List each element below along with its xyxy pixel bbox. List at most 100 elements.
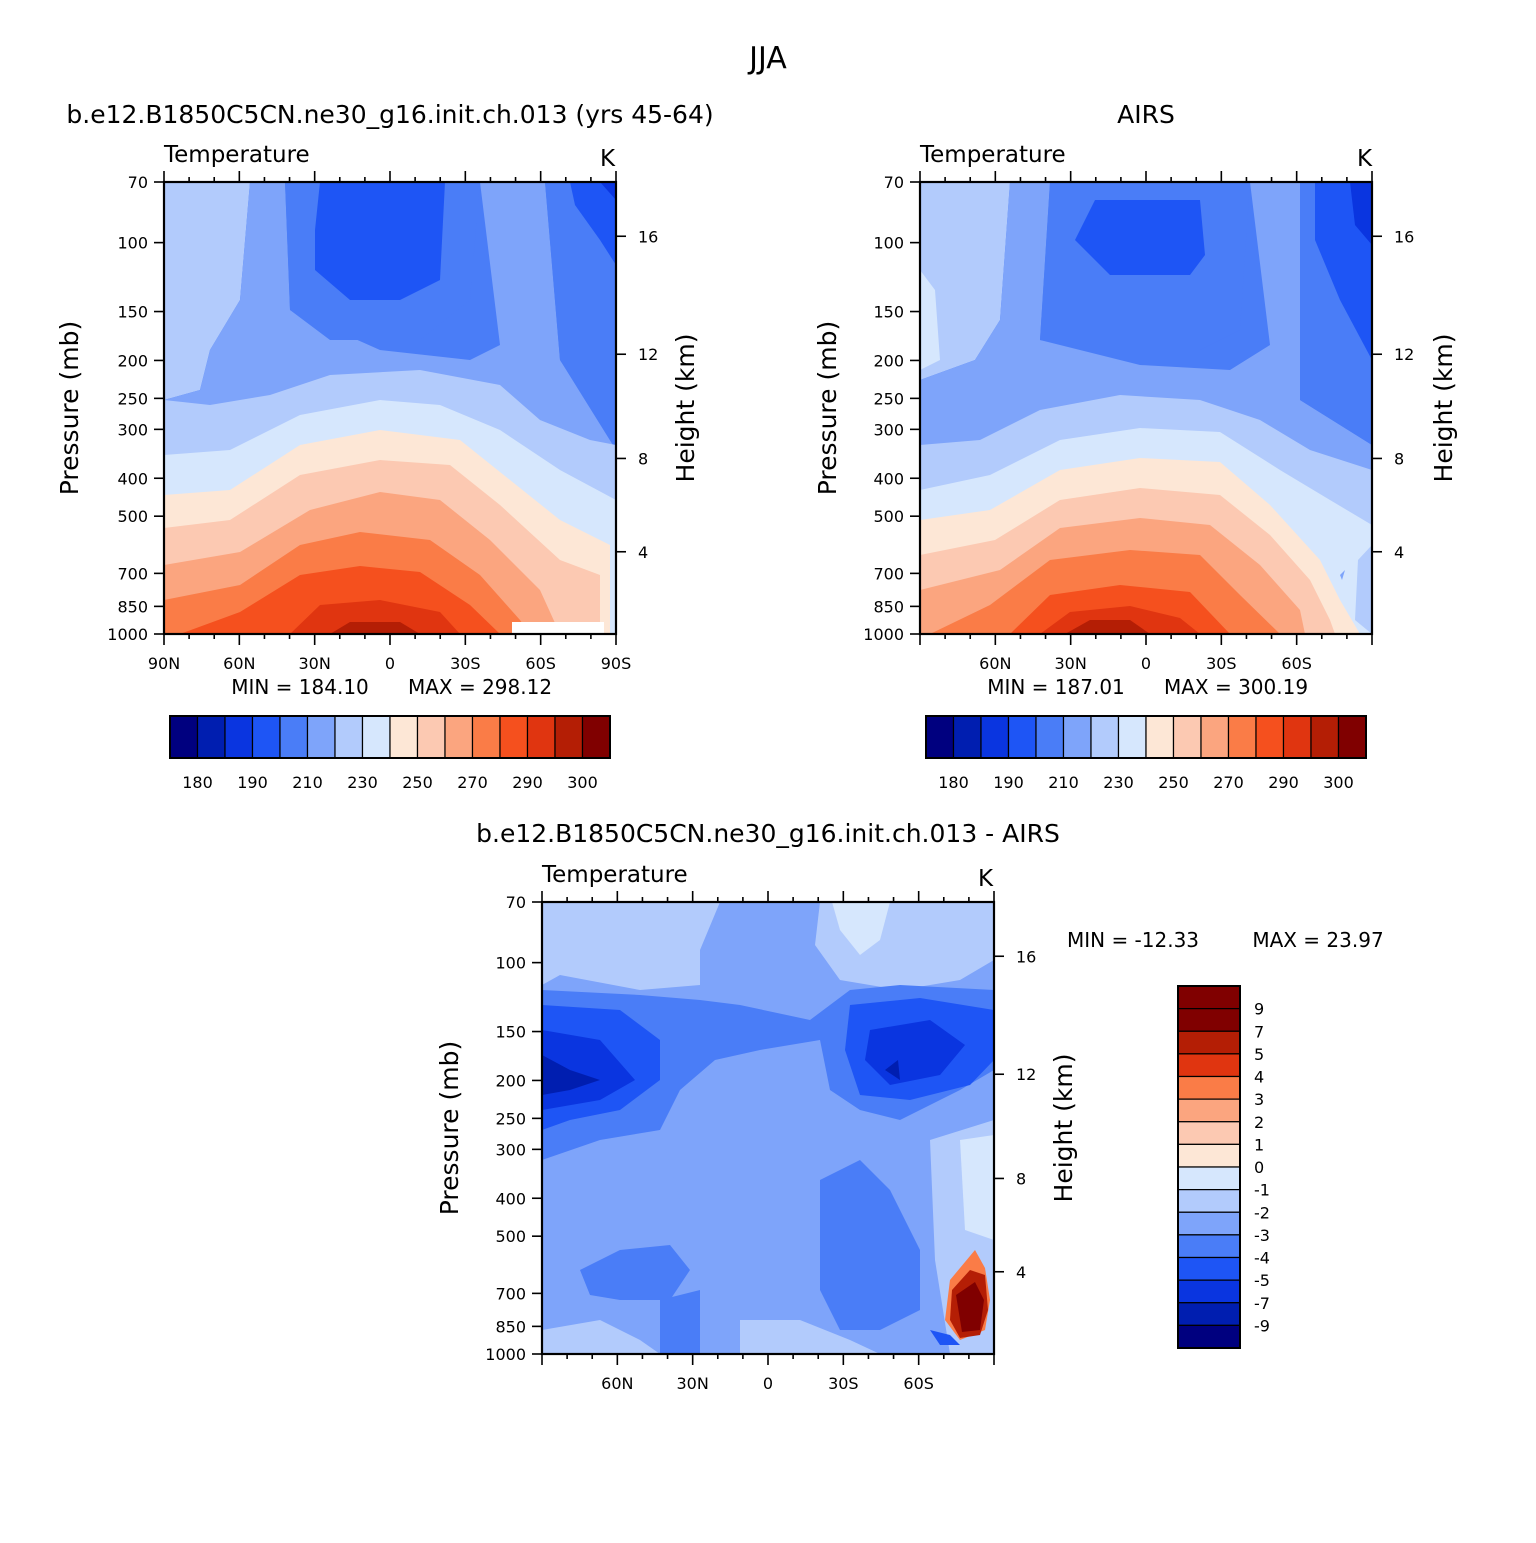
colorbar-swatch (471, 715, 501, 759)
colorbar-swatch (1177, 1211, 1241, 1236)
colorbar-swatch (1337, 715, 1367, 759)
colorbar-swatch (952, 715, 982, 759)
model-contour-south-coldest (600, 182, 616, 200)
colorbar-swatch (980, 715, 1010, 759)
pressure-tick-label: 400 (495, 1189, 526, 1208)
colorbar-swatch (1177, 985, 1241, 1010)
colorbar-swatch (251, 715, 281, 759)
colorbar-swatch (1177, 1053, 1241, 1078)
colorbar-swatch (1007, 715, 1037, 759)
height-tick-label: 4 (1394, 543, 1404, 562)
colorbar-label: 300 (567, 773, 598, 792)
panel-airs-variable: Temperature (919, 142, 1066, 168)
model-contour-warm-6 (290, 600, 460, 634)
panel-model-colorbar: 180 190 210 230 250 270 290 300 (169, 715, 611, 792)
colorbar-label: 250 (1158, 773, 1189, 792)
panel-airs-colorbar: 180 190 210 230 250 270 290 300 (925, 715, 1367, 792)
diff-contour-south-coldest (885, 1060, 900, 1080)
panel-airs-min-label: MIN = 187.01 (987, 675, 1125, 699)
pressure-tick-label: 1000 (107, 625, 148, 644)
figure-title: JJA (747, 41, 787, 76)
colorbar-swatch (1177, 1075, 1241, 1100)
pressure-tick-label: 700 (117, 564, 148, 583)
airs-contour-warm-7 (1065, 620, 1150, 634)
pressure-tick-label: 400 (117, 469, 148, 488)
panel-model-height-title: Height (km) (671, 334, 700, 483)
airs-contour-north-light (920, 182, 1010, 380)
pressure-tick-label: 700 (495, 1284, 526, 1303)
airs-contour-south-surface-blue (1355, 545, 1372, 634)
panel-model-axes: 70 100 150 200 250 300 400 500 700 850 1000 4 8 12 16 9… (107, 171, 658, 673)
colorbar-swatch (1172, 715, 1202, 759)
diff-contour-north-surface-light (542, 1320, 660, 1354)
colorbar-label: -7 (1254, 1294, 1270, 1313)
model-missing-data (512, 622, 604, 634)
colorbar-frame (925, 715, 1367, 759)
colorbar-swatch (1255, 715, 1285, 759)
colorbar-swatch (361, 715, 391, 759)
colorbar-label: 210 (292, 773, 323, 792)
latitude-tick-label: 30S (450, 654, 481, 673)
latitude-tick-label: 90N (148, 654, 180, 673)
latitude-tick-label: 60N (979, 654, 1011, 673)
colorbar-swatch (169, 715, 199, 759)
diff-contour-lower-equator-blue (660, 1290, 700, 1354)
colorbar-swatch (1177, 1234, 1241, 1259)
height-tick-label: 12 (638, 345, 658, 364)
panel-airs-field (920, 182, 1372, 634)
latitude-tick-label: 60N (223, 654, 255, 673)
pressure-tick-label: 150 (117, 303, 148, 322)
colorbar-label: -4 (1254, 1249, 1270, 1268)
colorbar-swatch (1310, 715, 1340, 759)
airs-contour-small-blue (1340, 570, 1345, 580)
colorbar-label: -3 (1254, 1226, 1270, 1245)
colorbar-label: 5 (1254, 1045, 1264, 1064)
pressure-tick-label: 850 (873, 597, 904, 616)
colorbar-swatch (1177, 1279, 1241, 1304)
pressure-tick-label: 70 (128, 173, 148, 192)
height-tick-label: 8 (1016, 1169, 1026, 1188)
panel-diff: b.e12.B1850C5CN.ne30_g16.init.ch.013 - A… (435, 819, 1384, 1393)
panel-airs-title: AIRS (1117, 100, 1175, 129)
colorbar-swatch (1177, 1256, 1241, 1281)
pressure-tick-label: 1000 (485, 1345, 526, 1364)
colorbar-swatch (1090, 715, 1120, 759)
panel-airs-height-title: Height (km) (1429, 334, 1458, 483)
colorbar-label: 210 (1048, 773, 1079, 792)
colorbar-label: -9 (1254, 1316, 1270, 1335)
height-tick-label: 4 (1016, 1263, 1026, 1282)
colorbar-label: -2 (1254, 1203, 1270, 1222)
panel-diff-field (542, 902, 994, 1354)
colorbar-swatch (1145, 715, 1175, 759)
pressure-tick-label: 200 (873, 351, 904, 370)
panel-diff-units: K (978, 866, 994, 892)
colorbar-swatch (1177, 1166, 1241, 1191)
panel-diff-variable: Temperature (541, 862, 688, 888)
panel-model: b.e12.B1850C5CN.ne30_g16.init.ch.013 (yr… (55, 100, 714, 792)
colorbar-label: 7 (1254, 1022, 1264, 1041)
pressure-tick-label: 200 (117, 351, 148, 370)
diff-contour-south-surface-pale (960, 1135, 994, 1240)
colorbar-swatch (1227, 715, 1257, 759)
colorbar-label: 3 (1254, 1090, 1264, 1109)
colorbar-label: 300 (1323, 773, 1354, 792)
colorbar-label: 1 (1254, 1135, 1264, 1154)
pressure-tick-label: 1000 (863, 625, 904, 644)
pressure-tick-label: 200 (495, 1071, 526, 1090)
pressure-tick-label: 70 (884, 173, 904, 192)
panel-model-field (164, 182, 616, 634)
panel-diff-title: b.e12.B1850C5CN.ne30_g16.init.ch.013 - A… (476, 819, 1060, 848)
height-tick-label: 16 (638, 227, 658, 246)
pressure-tick-label: 300 (495, 1140, 526, 1159)
panel-model-min-label: MIN = 184.10 (231, 675, 369, 699)
height-tick-label: 12 (1394, 345, 1414, 364)
colorbar-swatch (1282, 715, 1312, 759)
latitude-tick-label: 60S (903, 1374, 934, 1393)
airs-contour-south-coldest (1350, 182, 1372, 245)
colorbar-label: 290 (1268, 773, 1299, 792)
colorbar-swatch (1177, 1189, 1241, 1213)
colorbar-swatch (1177, 1098, 1241, 1123)
colorbar-swatch (1177, 1143, 1241, 1168)
pressure-tick-label: 150 (873, 303, 904, 322)
